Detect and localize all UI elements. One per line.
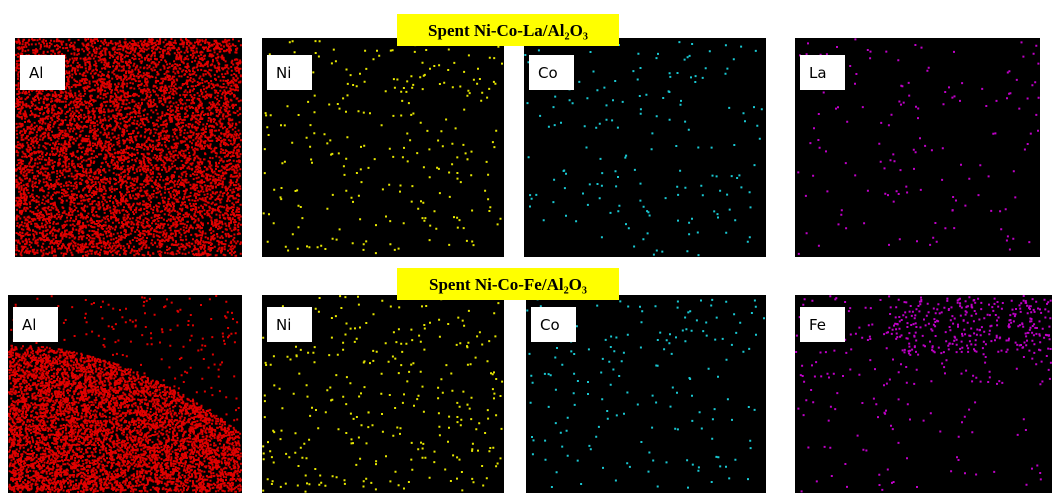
map-panel: Al [15,38,242,257]
element-label: Ni [276,64,291,82]
eds-maps: Al Ni Co La Spent Ni-Co-La/Al₂O₃ Al Ni Co Fe Spen… [0,0,1052,493]
map-panel: Ni [262,38,504,257]
figure: Al Ni Co La Spent Ni-Co-La/Al₂O₃ Al Ni Co Fe Spen… [0,0,1052,493]
map-panel: Al [8,295,242,493]
map-panel: La [795,38,1040,257]
element-label: Co [540,316,560,334]
map-panel: Co [526,295,766,493]
map-panel: Ni [262,295,504,493]
element-label: Ni [276,316,291,334]
element-label: Al [29,64,43,82]
map-panel: Co [524,38,766,257]
sample-title: Spent Ni-Co-La/Al₂O₃ [428,21,588,40]
element-label: La [809,64,827,82]
sample-title: Spent Ni-Co-Fe/Al₂O₃ [429,275,587,294]
element-label: Fe [809,316,826,334]
element-label: Co [538,64,558,82]
map-panel: Fe [795,295,1052,493]
element-label: Al [22,316,36,334]
